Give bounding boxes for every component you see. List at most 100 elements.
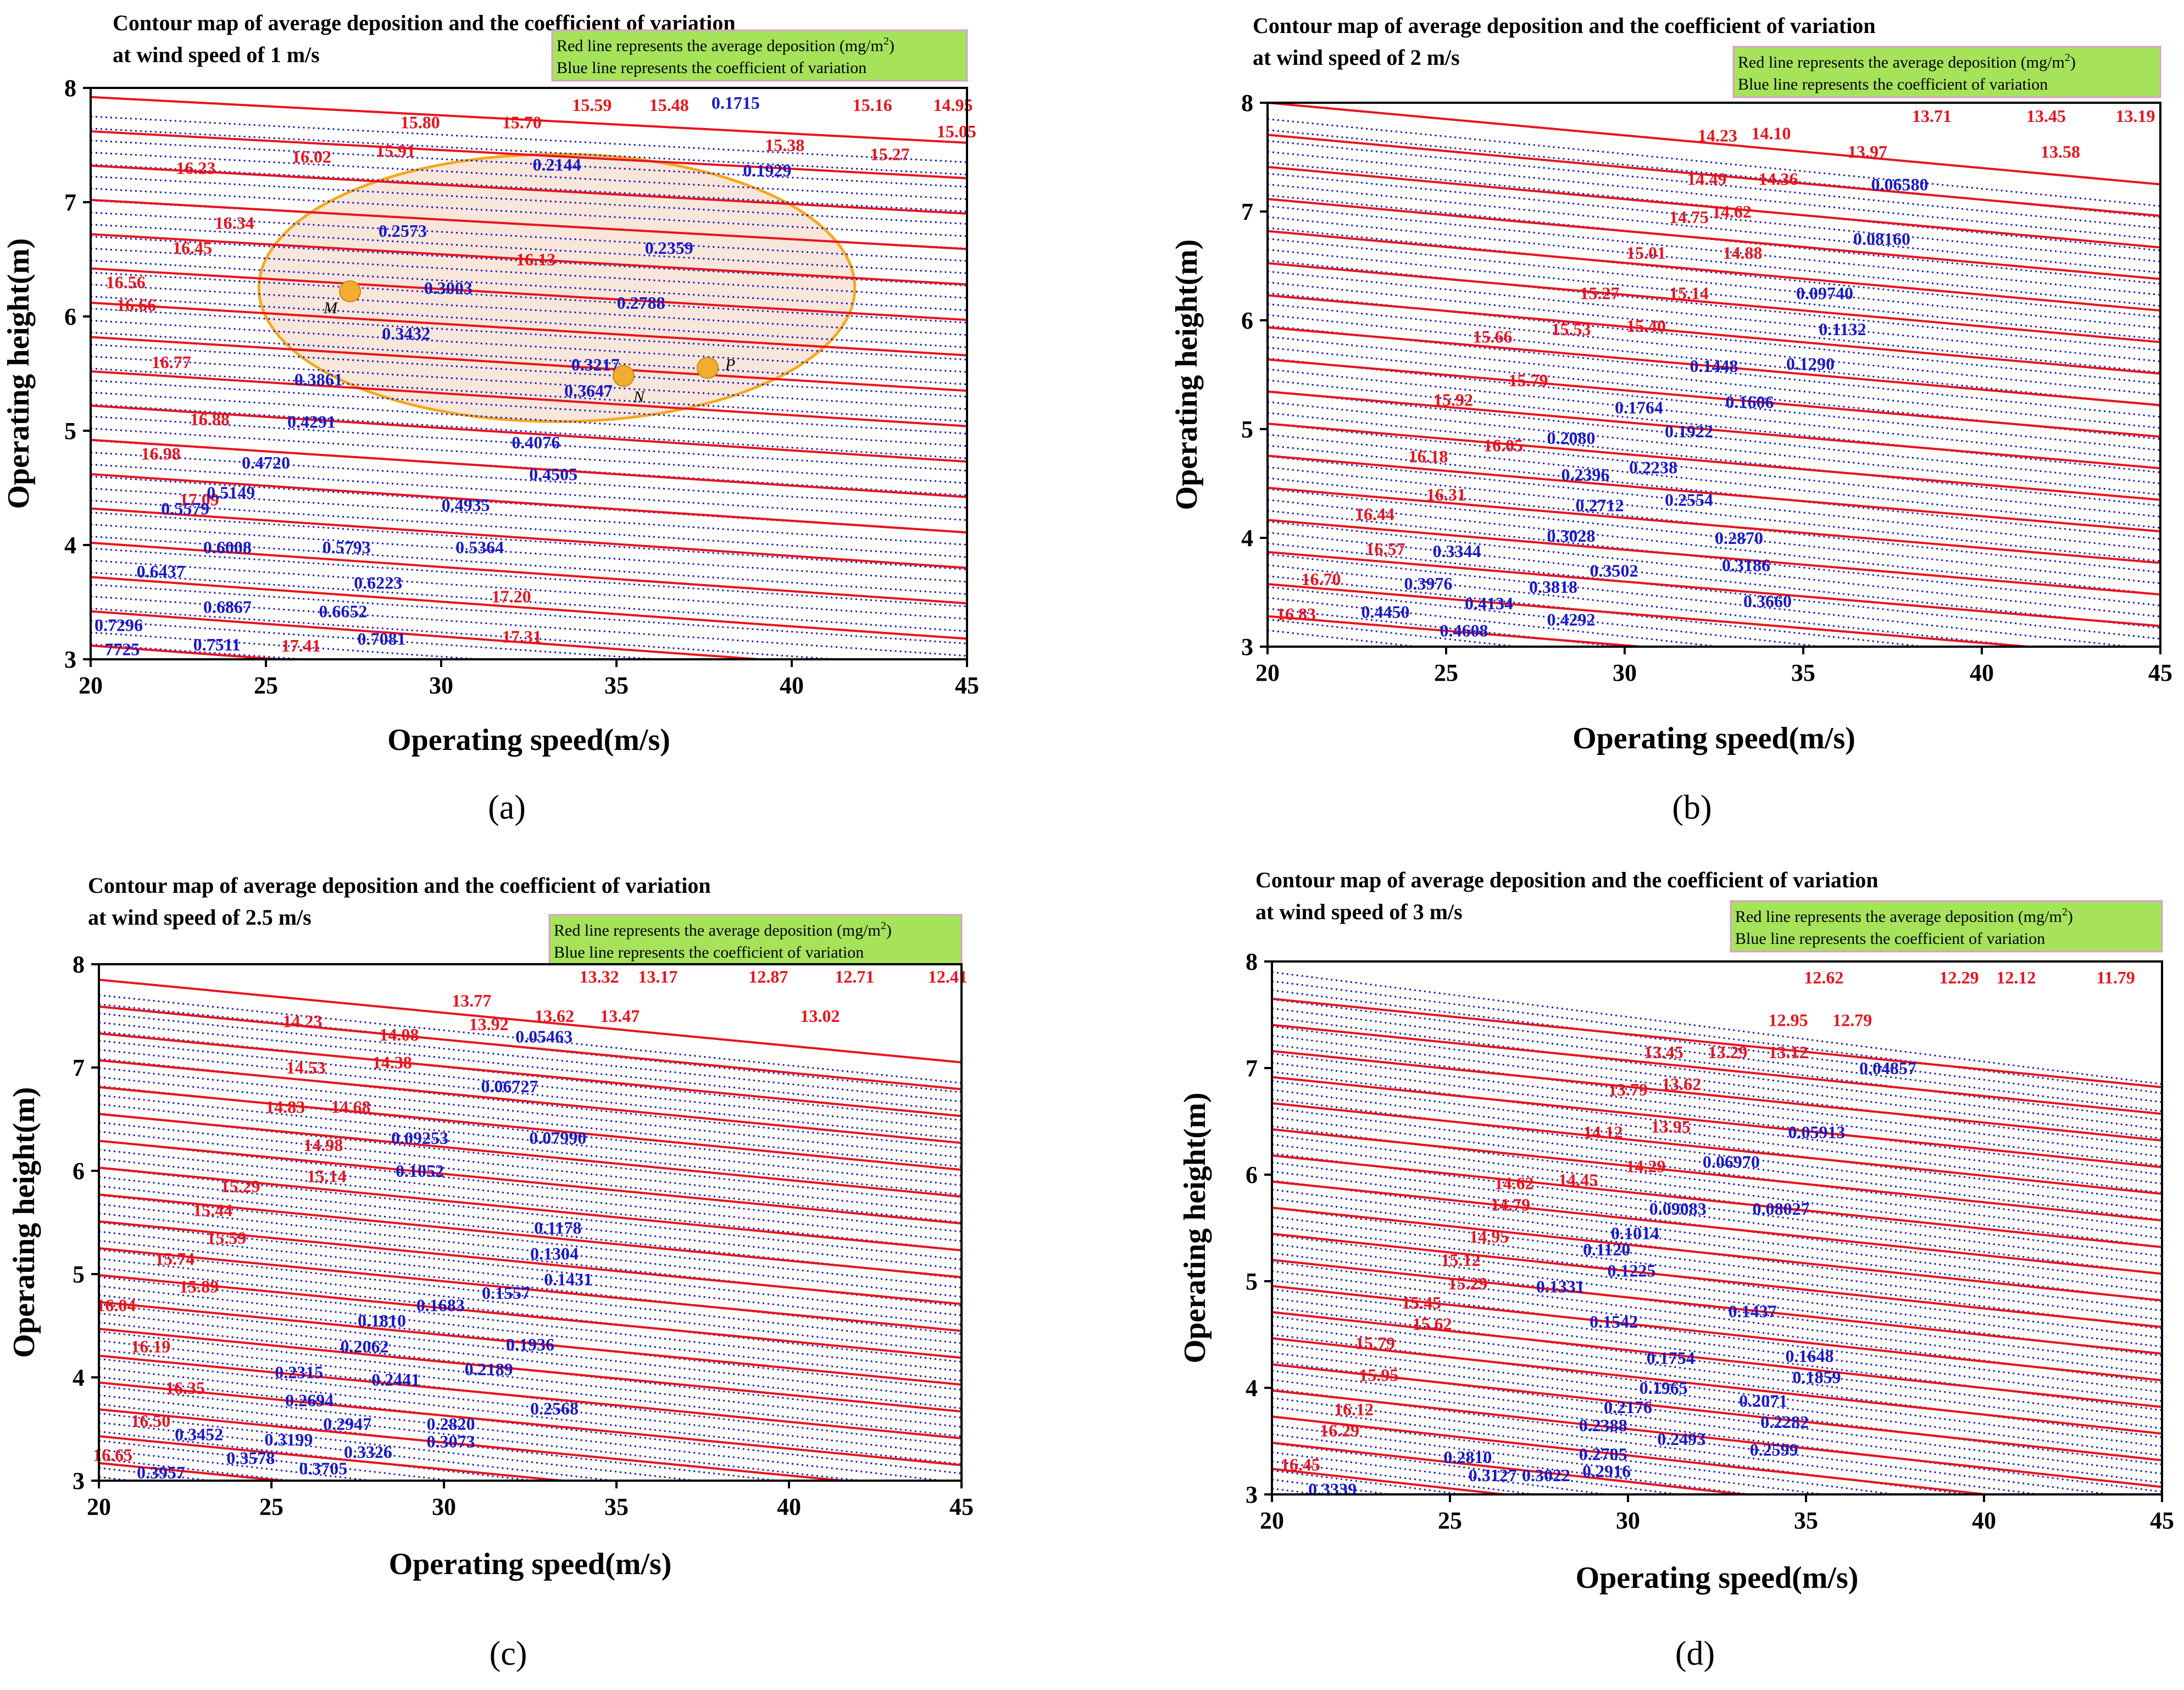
cv-contour-line xyxy=(91,535,967,595)
cv-contour-label: 0.1929 xyxy=(743,160,791,180)
cv-contour-line xyxy=(99,1003,962,1093)
cv-contour-label: 0.5579 xyxy=(161,498,209,518)
cv-contour-line xyxy=(1272,1234,2162,1348)
cv-contour-line xyxy=(99,1158,962,1252)
plot-frame xyxy=(90,87,968,660)
deposition-contour-line xyxy=(1272,1441,1754,1494)
cv-contour-label: 0.5149 xyxy=(207,482,255,502)
cv-contour-line xyxy=(1268,270,2160,363)
cv-contour-label: 0.4134 xyxy=(1465,593,1513,613)
deposition-contour-label: 16.57 xyxy=(1366,539,1405,559)
deposition-contour-label: 12.79 xyxy=(1832,1010,1872,1030)
cv-contour-label: 0.2388 xyxy=(1579,1415,1627,1435)
deposition-contour-label: 13.95 xyxy=(1651,1117,1691,1137)
cv-contour-line xyxy=(1268,401,2160,496)
cv-contour-label: 0.09740 xyxy=(1796,283,1853,303)
deposition-contour-label: 15.05 xyxy=(937,121,976,141)
deposition-contour-label: 13.02 xyxy=(801,1006,840,1026)
deposition-contour-label: 13.45 xyxy=(1644,1042,1683,1062)
deposition-contour-label: 15.44 xyxy=(193,1200,232,1220)
cv-contour-line xyxy=(1272,1089,2162,1203)
cv-contour-label: 0.06727 xyxy=(481,1076,538,1096)
deposition-contour-line xyxy=(99,1032,962,1118)
cv-contour-line xyxy=(1268,238,2160,329)
cv-contour-line xyxy=(1272,1198,2162,1311)
deposition-contour-label: 16.77 xyxy=(152,352,191,372)
deposition-contour-line xyxy=(99,1408,855,1481)
y-tick-label: 8 xyxy=(73,951,85,978)
cv-contour-line xyxy=(99,1049,962,1140)
point-marker-n xyxy=(612,365,635,387)
deposition-contour-label: 14.49 xyxy=(1687,169,1727,189)
y-tick-label: 7 xyxy=(73,1054,85,1081)
cv-contour-line xyxy=(91,583,967,644)
cv-contour-label: 0.4935 xyxy=(442,495,490,515)
x-tick-label: 35 xyxy=(1794,1507,1818,1534)
deposition-contour-line xyxy=(91,130,967,180)
cv-contour-label: 0.3339 xyxy=(1308,1479,1357,1499)
deposition-contour-label: 12.87 xyxy=(748,967,788,987)
cv-contour-line xyxy=(1268,466,2160,562)
cv-contour-line xyxy=(99,1431,541,1481)
cv-contour-label: 0.6008 xyxy=(203,537,252,557)
panel-a: Contour map of average deposition and th… xyxy=(2,10,979,826)
deposition-contour-line xyxy=(1272,1154,2162,1248)
x-tick-label: 20 xyxy=(87,1493,111,1520)
cv-contour-label: 0.2441 xyxy=(371,1370,420,1389)
cv-contour-line xyxy=(1272,1216,2162,1330)
cv-contour-line xyxy=(1272,1397,2046,1494)
deposition-contour-label: 13.29 xyxy=(1708,1042,1747,1062)
cv-contour-line xyxy=(1272,1061,2162,1176)
deposition-contour-label: 15.40 xyxy=(1626,316,1666,336)
deposition-contour-label: 16.12 xyxy=(1334,1399,1374,1419)
panel-d: Contour map of average deposition and th… xyxy=(1178,868,2174,1672)
cv-contour-line xyxy=(1272,998,2162,1113)
cv-contour-line xyxy=(1272,1225,2162,1339)
cv-contour-label: 0.1764 xyxy=(1615,397,1663,417)
deposition-contour-line xyxy=(1272,1337,2162,1435)
cv-contour-line xyxy=(99,1021,962,1112)
cv-contour-line xyxy=(99,1376,962,1475)
cv-contour-label: 0.1052 xyxy=(396,1161,444,1181)
x-tick-label: 45 xyxy=(955,672,979,699)
deposition-contour-label: 13.32 xyxy=(580,967,619,987)
cv-contour-line xyxy=(1272,1007,2162,1121)
cv-contour-line xyxy=(99,1103,962,1196)
x-tick-label: 35 xyxy=(604,1493,629,1520)
cv-contour-label: 0.2599 xyxy=(1750,1440,1798,1460)
cv-contour-line xyxy=(1272,1469,1470,1494)
cv-contour-label: 0.2062 xyxy=(341,1337,389,1357)
cv-contour-line xyxy=(1268,553,2138,647)
deposition-contour-label: 16.31 xyxy=(1426,485,1466,504)
cv-contour-line xyxy=(1272,1071,2162,1185)
y-tick-label: 4 xyxy=(73,1364,85,1391)
deposition-contour-line xyxy=(99,1166,962,1252)
cv-contour-label: 0.2144 xyxy=(533,154,581,174)
deposition-contour-label: 13.58 xyxy=(2041,142,2080,162)
deposition-contour-label: 16.45 xyxy=(1281,1455,1320,1475)
deposition-contour-line xyxy=(91,541,967,605)
deposition-contour-label: 15.45 xyxy=(1402,1293,1441,1313)
cv-contour-line xyxy=(99,1303,962,1400)
cv-contour-label: 0.1936 xyxy=(506,1335,554,1354)
x-tick-label: 40 xyxy=(1970,659,1994,686)
cv-contour-label: 0.7511 xyxy=(193,635,241,654)
cv-contour-label: 0.1178 xyxy=(534,1218,581,1237)
contour-lines xyxy=(1268,103,2160,721)
x-tick-label: 25 xyxy=(254,672,278,699)
optimal-region-ellipse xyxy=(257,153,857,423)
cv-contour-label: 0.05463 xyxy=(515,1027,573,1047)
cv-contour-line xyxy=(1268,227,2160,318)
deposition-contour-label: 13.62 xyxy=(1661,1074,1701,1094)
legend-close-paren: ) xyxy=(2070,53,2076,71)
cv-contour-label: 0.3127 xyxy=(1469,1465,1517,1485)
cv-contour-label: 0.1715 xyxy=(712,93,760,113)
cv-contour-label: 0.3452 xyxy=(175,1424,223,1444)
deposition-contour-line xyxy=(91,267,967,321)
cv-contour-line xyxy=(99,1385,951,1481)
deposition-contour-label: 13.77 xyxy=(452,991,491,1010)
cv-contour-label: 0.6652 xyxy=(319,602,367,621)
x-tick-label: 25 xyxy=(259,1493,284,1520)
deposition-contour-line xyxy=(1268,648,2160,721)
